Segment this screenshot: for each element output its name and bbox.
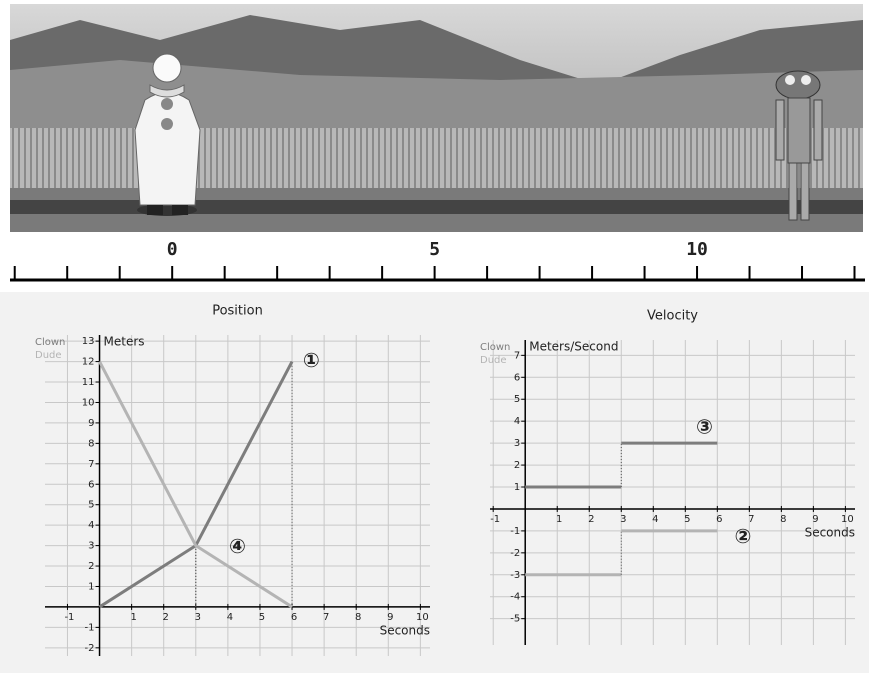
- y-tick-label: -2: [510, 548, 520, 559]
- ruler-label: 10: [686, 239, 708, 260]
- y-tick-label: -2: [85, 643, 95, 654]
- legend-entry: Clown: [35, 337, 65, 348]
- dude: [775, 70, 823, 221]
- x-tick-label: 6: [716, 514, 722, 525]
- scene: [10, 4, 863, 232]
- y-axis-label: Meters/Second: [529, 340, 618, 354]
- x-tick-label: 2: [163, 612, 169, 623]
- x-tick-label: -1: [490, 514, 500, 525]
- x-axis-label: Seconds: [805, 525, 855, 539]
- x-tick-label: 8: [780, 514, 786, 525]
- ruler-label: 5: [429, 239, 440, 260]
- y-tick-label: 6: [88, 479, 94, 490]
- x-tick-label: 1: [130, 612, 136, 623]
- chart-title: Velocity: [647, 309, 698, 324]
- x-tick-label: 1: [556, 514, 562, 525]
- y-tick-label: -5: [510, 614, 520, 625]
- y-tick-label: 1: [514, 482, 520, 493]
- annotation: ③: [696, 414, 713, 438]
- ruler-label: 0: [167, 239, 178, 260]
- y-tick-label: 5: [514, 394, 520, 405]
- y-axis-label: Meters: [104, 335, 145, 349]
- legend-entry: Dude: [480, 355, 507, 366]
- clown: [134, 53, 201, 216]
- chart: Position-1 1 2 3 4 5 6 7 8 9 10-2-1123456789101112…: [35, 304, 430, 656]
- y-tick-label: 12: [82, 357, 95, 368]
- y-tick-label: 13: [82, 336, 95, 347]
- y-tick-label: 7: [88, 459, 94, 470]
- x-tick-label: 10: [416, 612, 429, 623]
- y-tick-label: 1: [88, 581, 94, 592]
- annotation: ②: [734, 524, 751, 548]
- x-tick-label: 4: [227, 612, 233, 623]
- y-tick-label: 3: [514, 438, 520, 449]
- x-tick-label: 2: [588, 514, 594, 525]
- annotation: ①: [303, 348, 320, 372]
- chart-title: Position: [212, 304, 263, 319]
- chart: Velocity -1 1 2 3 4 5 6 7 8 9 10 -5 -4 -3 -2 -1 1 2 3 4 5 6 7 Me…: [480, 309, 855, 645]
- x-tick-label: 4: [652, 514, 658, 525]
- y-tick-label: 5: [88, 500, 94, 511]
- y-tick-label: 7: [514, 350, 520, 361]
- x-tick-label: -1: [64, 612, 74, 623]
- x-tick-label: 6: [291, 612, 297, 623]
- y-tick-label: 4: [514, 416, 520, 427]
- ruler: 0 5 10: [10, 239, 865, 282]
- y-tick-label: 2: [514, 460, 520, 471]
- y-tick-label: -1: [510, 526, 520, 537]
- y-tick-label: 8: [88, 438, 94, 449]
- y-tick-label: -1: [85, 622, 95, 633]
- y-tick-label: -4: [510, 592, 520, 603]
- y-tick-label: -3: [510, 570, 520, 581]
- x-tick-label: 3: [195, 612, 201, 623]
- y-tick-label: 11: [82, 377, 95, 388]
- annotation: ④: [229, 534, 246, 558]
- x-tick-label: 3: [620, 514, 626, 525]
- x-axis-label: Seconds: [380, 623, 430, 637]
- x-tick-label: 10: [841, 514, 854, 525]
- y-tick-label: 4: [88, 520, 94, 531]
- charts: Position-1 1 2 3 4 5 6 7 8 9 10-2-1123456789101112…: [35, 304, 855, 656]
- legend-entry: Clown: [480, 342, 510, 353]
- y-tick-label: 3: [88, 541, 94, 552]
- x-tick-label: 7: [748, 514, 754, 525]
- x-tick-label: 5: [684, 514, 690, 525]
- legend-entry: Dude: [35, 350, 62, 361]
- x-tick-label: 7: [323, 612, 329, 623]
- y-tick-label: 2: [88, 561, 94, 572]
- y-tick-label: 6: [514, 372, 520, 383]
- y-tick-label: 10: [82, 397, 95, 408]
- x-tick-label: 5: [259, 612, 265, 623]
- x-tick-label: 8: [355, 612, 361, 623]
- series-line: [98, 360, 293, 609]
- x-tick-label: 9: [812, 514, 818, 525]
- y-tick-label: 9: [88, 418, 94, 429]
- x-tick-label: 9: [387, 612, 393, 623]
